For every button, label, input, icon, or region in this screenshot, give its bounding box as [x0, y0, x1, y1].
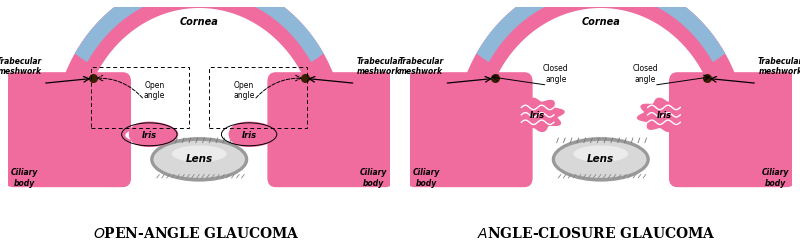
- FancyBboxPatch shape: [267, 72, 394, 187]
- Text: Lens: Lens: [587, 154, 614, 164]
- Text: Ciliary
body: Ciliary body: [762, 168, 789, 188]
- Text: Trabecular
meshwork: Trabecular meshwork: [0, 57, 42, 76]
- Polygon shape: [478, 0, 724, 61]
- FancyBboxPatch shape: [669, 72, 795, 187]
- Text: Closed
angle: Closed angle: [543, 64, 569, 84]
- Text: Ciliary
body: Ciliary body: [11, 168, 38, 188]
- Polygon shape: [65, 0, 334, 88]
- Polygon shape: [511, 98, 564, 131]
- Ellipse shape: [150, 137, 248, 182]
- Text: Closed
angle: Closed angle: [633, 64, 658, 84]
- Text: Open
angle: Open angle: [234, 81, 255, 100]
- Polygon shape: [638, 98, 690, 131]
- Ellipse shape: [555, 141, 646, 178]
- Text: Cornea: Cornea: [582, 17, 620, 26]
- Text: Ciliary
body: Ciliary body: [360, 168, 387, 188]
- Text: Lens: Lens: [186, 154, 213, 164]
- Text: Trabecular
meshwork: Trabecular meshwork: [356, 57, 402, 76]
- Text: Trabecular
meshwork: Trabecular meshwork: [398, 57, 444, 76]
- Text: Trabecular
meshwork: Trabecular meshwork: [758, 57, 800, 76]
- Text: $\mathit{O}$PEN-ANGLE GLAUCOMA: $\mathit{O}$PEN-ANGLE GLAUCOMA: [93, 226, 299, 241]
- Text: Iris: Iris: [657, 111, 671, 120]
- Ellipse shape: [419, 87, 466, 172]
- Ellipse shape: [225, 128, 273, 142]
- Polygon shape: [466, 0, 735, 88]
- Ellipse shape: [172, 146, 226, 162]
- FancyBboxPatch shape: [5, 72, 131, 187]
- Polygon shape: [130, 122, 178, 146]
- Ellipse shape: [735, 87, 782, 172]
- Text: Cornea: Cornea: [180, 17, 218, 26]
- Polygon shape: [230, 122, 278, 146]
- Text: Iris: Iris: [142, 131, 157, 140]
- Ellipse shape: [126, 128, 174, 142]
- Ellipse shape: [574, 146, 628, 162]
- Ellipse shape: [334, 87, 381, 172]
- Text: Open
angle: Open angle: [144, 81, 165, 100]
- Polygon shape: [76, 0, 322, 61]
- Ellipse shape: [154, 141, 245, 178]
- Text: $\mathit{A}$NGLE-CLOSURE GLAUCOMA: $\mathit{A}$NGLE-CLOSURE GLAUCOMA: [477, 226, 715, 241]
- Text: Iris: Iris: [530, 111, 545, 120]
- Ellipse shape: [18, 87, 65, 172]
- Text: Ciliary
body: Ciliary body: [413, 168, 440, 188]
- Ellipse shape: [552, 137, 650, 182]
- Text: Iris: Iris: [242, 131, 257, 140]
- FancyBboxPatch shape: [406, 72, 533, 187]
